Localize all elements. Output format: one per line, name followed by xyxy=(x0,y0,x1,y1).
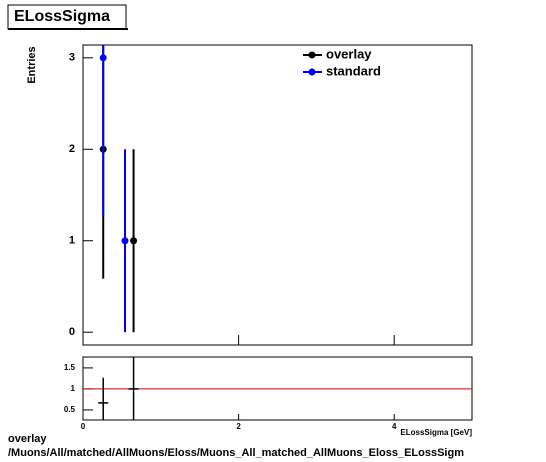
x-label: ELossSigma [GeV] xyxy=(400,428,472,437)
legend-label: standard xyxy=(326,63,381,78)
footer-line: overlay xyxy=(8,433,47,445)
point xyxy=(99,54,107,62)
legend-label: overlay xyxy=(326,46,372,61)
x-tick-label: 0 xyxy=(81,422,86,431)
y-tick-label: 2 xyxy=(69,143,75,155)
x-tick-label: 4 xyxy=(392,422,397,431)
y-tick-label: 1 xyxy=(69,235,75,247)
y-tick-label: 1.5 xyxy=(64,363,76,372)
y-tick-label: 0 xyxy=(69,326,75,338)
title: ELossSigma xyxy=(14,8,110,25)
footer-path: /Muons/All/matched/AllMuons/Eloss/Muons_… xyxy=(8,447,464,459)
title-box xyxy=(7,4,127,30)
point xyxy=(130,237,138,245)
legend-marker xyxy=(308,68,316,76)
y-label: Entries xyxy=(26,46,38,83)
point xyxy=(121,237,129,245)
legend-marker xyxy=(308,51,316,59)
y-tick-label: 0.5 xyxy=(64,405,76,414)
frame xyxy=(82,44,473,346)
x-tick-label: 2 xyxy=(236,422,241,431)
y-tick-label: 3 xyxy=(69,52,75,64)
y-tick-label: 1 xyxy=(71,384,76,393)
